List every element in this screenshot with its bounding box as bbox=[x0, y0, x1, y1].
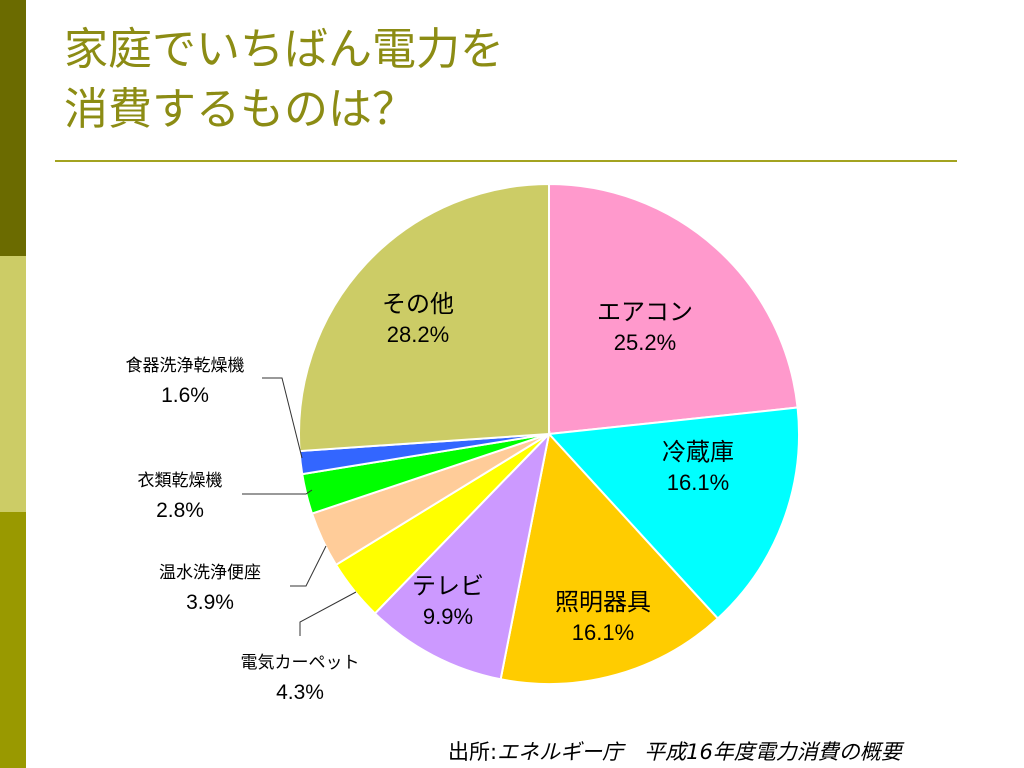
slice-label-lighting: 照明器具 16.1% bbox=[528, 586, 678, 648]
pie-slice-lighting bbox=[499, 431, 720, 685]
pie-slice-tv bbox=[373, 430, 551, 681]
leader-line-clothes-dryer bbox=[242, 489, 313, 495]
slice-name: 冷蔵庫 bbox=[662, 438, 734, 466]
sidebar-decoration bbox=[0, 0, 26, 768]
sidebar-block-bottom bbox=[0, 512, 26, 768]
sidebar-block-middle bbox=[0, 256, 26, 512]
slice-name: 温水洗浄便座 bbox=[159, 563, 261, 583]
slice-percent: 2.8% bbox=[156, 499, 204, 522]
slice-percent: 16.1% bbox=[666, 470, 730, 495]
slice-percent: 1.6% bbox=[161, 384, 209, 407]
slice-percent: 16.1% bbox=[571, 620, 635, 645]
slice-name: テレビ bbox=[412, 572, 484, 600]
page-title-line2: 消費するものは？ bbox=[64, 84, 416, 135]
slice-label-dishwasher-dryer: 食器洗浄乾燥機 1.6% bbox=[100, 353, 270, 413]
slice-name: その他 bbox=[382, 290, 454, 318]
slice-label-clothes-dryer: 衣類乾燥機 2.8% bbox=[110, 468, 250, 528]
leader-line-dishwasher-dryer bbox=[262, 377, 303, 459]
page-title: 家庭でいちばん電力を 消費するものは？ bbox=[64, 20, 504, 140]
slice-name: 照明器具 bbox=[555, 588, 651, 616]
source-prefix: 出所: bbox=[448, 740, 498, 764]
slice-label-bidet-toilet: 温水洗浄便座 3.9% bbox=[130, 560, 290, 620]
slice-percent: 3.9% bbox=[186, 591, 234, 614]
slice-percent: 25.2% bbox=[613, 330, 677, 355]
slice-label-tv: テレビ 9.9% bbox=[393, 570, 503, 632]
slice-name: 食器洗浄乾燥機 bbox=[125, 356, 245, 376]
sidebar-block-top bbox=[0, 0, 26, 256]
leader-line-electric-carpet bbox=[299, 591, 357, 636]
slice-name: エアコン bbox=[597, 298, 693, 326]
slice-percent: 9.9% bbox=[422, 604, 474, 629]
slice-percent: 4.3% bbox=[276, 681, 324, 704]
source-text: エネルギー庁 平成16年度電力消費の概要 bbox=[497, 740, 902, 764]
pie-slice-refrigerator bbox=[546, 406, 800, 620]
slice-label-refrigerator: 冷蔵庫 16.1% bbox=[623, 436, 773, 498]
slice-label-other: その他 28.2% bbox=[343, 288, 493, 350]
slice-percent: 28.2% bbox=[386, 322, 450, 347]
page-title-line1: 家庭でいちばん電力を bbox=[64, 24, 504, 75]
slice-name: 衣類乾燥機 bbox=[137, 471, 223, 491]
pie-slice-other bbox=[298, 182, 550, 453]
source-note: 出所:エネルギー庁 平成16年度電力消費の概要 bbox=[448, 736, 902, 766]
leader-line-bidet-toilet bbox=[290, 545, 327, 587]
pie-slice-aircon bbox=[548, 182, 799, 436]
slice-label-electric-carpet: 電気カーペット 4.3% bbox=[215, 650, 385, 710]
slice-label-aircon: エアコン 25.2% bbox=[570, 296, 720, 358]
title-divider bbox=[55, 160, 957, 162]
slice-name: 電気カーペット bbox=[240, 653, 360, 673]
